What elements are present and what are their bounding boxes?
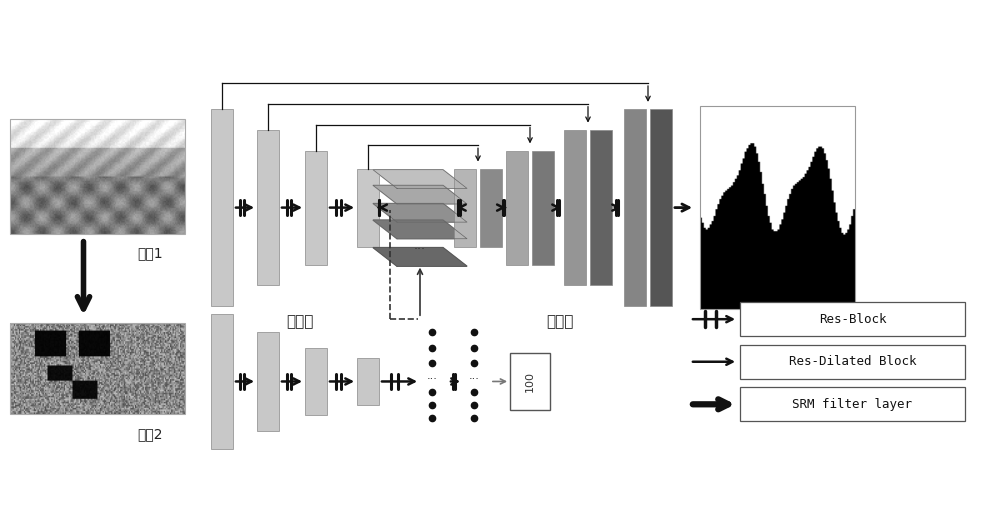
Bar: [305, 348, 327, 415]
Bar: [564, 130, 586, 285]
Polygon shape: [373, 185, 467, 204]
FancyBboxPatch shape: [740, 302, 965, 336]
FancyBboxPatch shape: [740, 345, 965, 379]
Bar: [624, 109, 646, 306]
Bar: [211, 109, 233, 306]
Bar: [506, 151, 528, 265]
Text: 通道1: 通道1: [137, 247, 163, 261]
Text: ...: ...: [414, 239, 426, 252]
Polygon shape: [373, 170, 467, 188]
Text: 编码器: 编码器: [286, 314, 314, 329]
Bar: [510, 353, 550, 410]
Bar: [211, 314, 233, 449]
Text: Res-Block: Res-Block: [819, 312, 886, 326]
Bar: [305, 151, 327, 265]
Polygon shape: [373, 203, 467, 222]
Text: 通道2: 通道2: [137, 427, 163, 441]
Text: ...: ...: [427, 371, 437, 381]
Bar: [454, 169, 476, 247]
Bar: [590, 130, 612, 285]
Text: ...: ...: [469, 371, 479, 381]
Bar: [532, 151, 554, 265]
Polygon shape: [373, 248, 467, 266]
Bar: [480, 169, 502, 247]
Text: 解码器: 解码器: [546, 314, 574, 329]
Bar: [257, 332, 279, 431]
Bar: [357, 169, 379, 247]
Text: Res-Dilated Block: Res-Dilated Block: [789, 355, 916, 368]
Bar: [10, 323, 185, 414]
FancyBboxPatch shape: [740, 387, 965, 421]
Polygon shape: [373, 220, 467, 239]
Bar: [257, 130, 279, 285]
Bar: [700, 106, 855, 309]
Bar: [10, 119, 185, 234]
Text: 100: 100: [525, 371, 535, 392]
Bar: [650, 109, 672, 306]
Bar: [357, 358, 379, 405]
Text: SRM filter layer: SRM filter layer: [792, 398, 912, 411]
